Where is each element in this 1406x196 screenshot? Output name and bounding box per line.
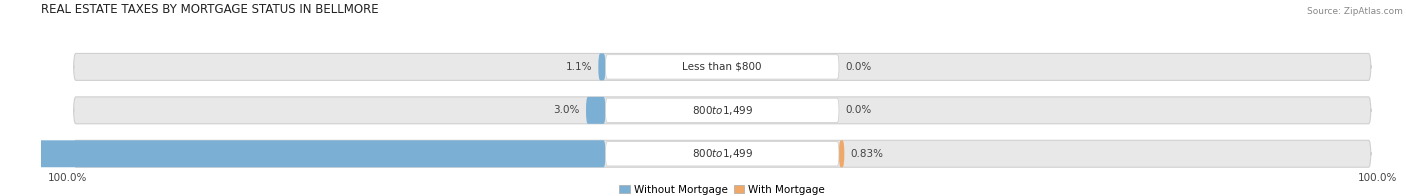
Text: 0.0%: 0.0% bbox=[845, 62, 872, 72]
Text: 95.9%: 95.9% bbox=[0, 149, 30, 159]
Text: Less than $800: Less than $800 bbox=[682, 62, 762, 72]
FancyBboxPatch shape bbox=[599, 54, 606, 80]
FancyBboxPatch shape bbox=[606, 142, 839, 166]
Text: 0.0%: 0.0% bbox=[845, 105, 872, 115]
FancyBboxPatch shape bbox=[606, 55, 839, 79]
FancyBboxPatch shape bbox=[73, 97, 1371, 124]
Text: REAL ESTATE TAXES BY MORTGAGE STATUS IN BELLMORE: REAL ESTATE TAXES BY MORTGAGE STATUS IN … bbox=[41, 3, 378, 16]
Text: $800 to $1,499: $800 to $1,499 bbox=[692, 104, 752, 117]
FancyBboxPatch shape bbox=[0, 140, 606, 167]
Legend: Without Mortgage, With Mortgage: Without Mortgage, With Mortgage bbox=[619, 185, 825, 195]
Text: 100.0%: 100.0% bbox=[48, 173, 87, 183]
FancyBboxPatch shape bbox=[73, 54, 1371, 80]
FancyBboxPatch shape bbox=[839, 140, 845, 167]
FancyBboxPatch shape bbox=[606, 98, 839, 122]
Text: 3.0%: 3.0% bbox=[553, 105, 579, 115]
Text: $800 to $1,499: $800 to $1,499 bbox=[692, 147, 752, 160]
Text: Source: ZipAtlas.com: Source: ZipAtlas.com bbox=[1308, 7, 1403, 16]
Text: 0.83%: 0.83% bbox=[851, 149, 884, 159]
Text: 1.1%: 1.1% bbox=[565, 62, 592, 72]
FancyBboxPatch shape bbox=[73, 140, 1371, 167]
Text: 100.0%: 100.0% bbox=[1357, 173, 1396, 183]
FancyBboxPatch shape bbox=[586, 97, 606, 124]
